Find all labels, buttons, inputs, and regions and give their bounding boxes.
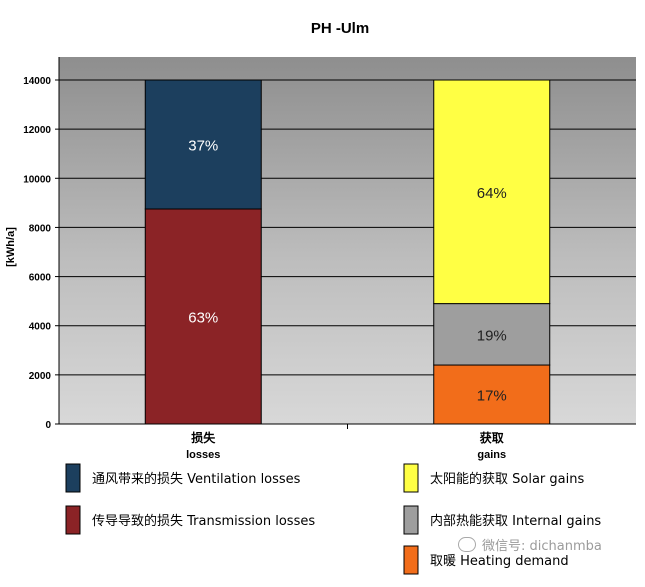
- y-tick-label: 4000: [29, 322, 52, 333]
- data-label: 64%: [477, 185, 507, 202]
- bar-segment: [433, 303, 551, 366]
- legend-label: 传导导致的损失 Transmission losses: [92, 513, 315, 529]
- x-category-labels: 损失 losses 获取 gains: [186, 424, 506, 461]
- legend-label: 内部热能获取 Internal gains: [430, 513, 601, 529]
- segment-labels: 63% 37% 17% 19% 64%: [188, 138, 507, 405]
- x-category-label-cn: 获取: [479, 430, 504, 445]
- y-tick-label: 8000: [29, 223, 52, 234]
- legend-label: 太阳能的获取 Solar gains: [430, 471, 584, 487]
- y-tick-label: 12000: [23, 125, 51, 136]
- data-label: 63%: [188, 310, 218, 327]
- y-tick-label: 10000: [23, 174, 51, 185]
- watermark: 微信号: dichanmba: [458, 535, 602, 554]
- y-tick-label: 6000: [29, 273, 52, 284]
- bar-segment: [144, 79, 262, 210]
- legend-swatch: [403, 463, 419, 493]
- y-tick-labels: 0 2000 4000 6000 8000 10000 12000 14000: [23, 76, 51, 431]
- x-category-label-cn: 损失: [191, 430, 216, 445]
- y-tick-label: 2000: [29, 371, 52, 382]
- data-label: 17%: [477, 388, 507, 405]
- x-category-label-en: gains: [477, 449, 506, 461]
- legend-swatch: [65, 463, 81, 493]
- x-category-label-en: losses: [186, 449, 220, 461]
- wechat-icon: [458, 537, 476, 552]
- data-label: 19%: [477, 327, 507, 344]
- legend-label: 取暖 Heating demand: [430, 554, 569, 569]
- watermark-text: 微信号: dichanmba: [482, 539, 602, 554]
- legend-swatch: [65, 505, 81, 535]
- y-tick-label: 14000: [23, 76, 51, 87]
- y-tick-label: 0: [45, 420, 51, 431]
- legend-swatch: [403, 545, 419, 575]
- legend-label: 通风带来的损失 Ventilation losses: [92, 471, 301, 487]
- legend-swatch: [403, 505, 419, 535]
- y-axis-label: [kWh/a]: [5, 227, 17, 267]
- bar-segment: [433, 79, 551, 305]
- chart-title: PH -Ulm: [311, 20, 369, 37]
- legend: 通风带来的损失 Ventilation losses 传导导致的损失 Transm…: [65, 463, 601, 575]
- bars: [144, 79, 551, 425]
- data-label: 37%: [188, 138, 218, 155]
